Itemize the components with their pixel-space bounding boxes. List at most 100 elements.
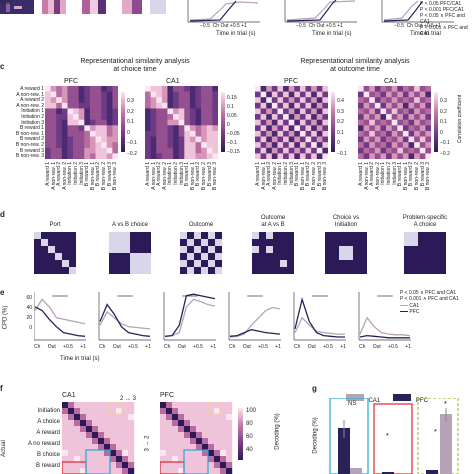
rsa-cell [61,91,68,98]
design-cell [339,260,347,268]
rsa-cell [184,125,191,132]
design-cell [55,239,63,247]
confusion-cell [98,456,105,463]
confusion-cell [128,414,135,421]
rsa-cell [294,86,301,92]
rsa-cell [266,125,273,132]
confusion-cell [178,432,185,439]
design-cell [353,253,361,261]
design-cell [259,232,267,240]
confusion-cell [122,456,129,463]
rsa-cell [369,108,376,115]
confusion-cell [166,438,173,445]
design-cell [69,267,76,274]
rsa-cell [201,102,208,109]
rsa-cell [391,91,398,98]
rsa-cell [397,130,404,137]
design-cell [360,267,367,274]
rsa-row-label: A non-rew. 2 [16,102,44,109]
confusion-cell [80,402,87,409]
rsa-cell [316,153,323,159]
d-title-avb: A vs B choice [111,222,149,228]
design-cell [252,260,260,268]
design-cell [404,246,412,254]
design-cell [273,232,281,240]
rsa-cell [189,142,196,149]
confusion-cell [178,450,185,457]
rsa-cell [260,108,267,115]
design-cell [404,260,412,268]
rsa-cell [195,142,202,149]
confusion-cell [172,432,179,439]
design-cell [137,253,145,261]
confusion-cell [172,408,179,415]
rsa-cell [156,86,163,92]
rsa-cbar-ticks-4: 0.3 0.2 0.1 0 −0.1 −0.2 [440,98,450,157]
rsa-cell [95,86,102,92]
rsa-cell [56,114,63,120]
rsa-cell [67,125,74,132]
confusion-cell [92,420,99,427]
confusion-cell [62,402,69,409]
design-cell [180,246,188,254]
rsa-cell [414,108,421,115]
rsa-panel-title-1: PFC [64,78,78,85]
rsa-cell [201,136,208,143]
confusion-cell [86,468,93,474]
rsa-cell [369,125,376,132]
rsa-cell [84,147,91,154]
design-cell [273,246,281,254]
rsa-cell [316,91,323,98]
rsa-row-label: A reward 1 [20,86,44,92]
confusion-cell [128,402,135,409]
rsa-cell [374,119,381,126]
rsa-cell [260,142,267,149]
g-ylabel: Decoding (%) [312,417,319,454]
rsa-cell [380,147,387,154]
confusion-cell [160,438,167,445]
cpd-plots [34,292,411,341]
rsa-cell [374,102,381,109]
rsa-cell [266,91,273,98]
rsa-row-label: B reward 2 [19,136,44,143]
rsa-cell [61,125,68,132]
confusion-cell [214,450,221,457]
cpd-xtick-group: Ch Out +0.5 +1 [229,344,281,351]
rsa-cell [358,102,364,109]
rsa-cell [145,91,151,98]
d-title-choice-init: Choice vs Initiation [332,215,360,228]
rsa-cell [299,97,306,104]
confusion-cell [214,426,221,433]
bar-pfc [426,470,438,474]
rsa-cell [397,153,404,159]
rsa-cell [112,119,118,126]
cpd-xtick: +0.5 [63,344,73,350]
design-cell [41,260,49,268]
bar-pfc [382,472,394,474]
confusion-cell [98,462,105,469]
confusion-cell [202,432,209,439]
rsa-cell [61,102,68,109]
rsa-cell [266,119,273,126]
confusion-cell [98,468,105,474]
design-cell [137,232,145,240]
design-cell [69,253,76,261]
confusion-cell [98,426,105,433]
cpd-xtick: Out [177,344,186,350]
design-cell [287,239,294,247]
rsa-cell [299,102,306,109]
rsa-cell [84,97,91,104]
rsa-cell [369,97,376,104]
rsa-cell [73,119,79,126]
confusion-cell [196,468,203,474]
design-cell [180,253,188,261]
confusion-matrix-ca1 [62,402,135,474]
design-cell [208,260,216,268]
rsa-cell [106,125,113,132]
design-cell [194,246,202,254]
rsa-cell [358,97,364,104]
confusion-cell [116,426,123,433]
rsa-cell [84,119,91,126]
rsa-cell [167,119,174,126]
confusion-cell [184,432,191,439]
